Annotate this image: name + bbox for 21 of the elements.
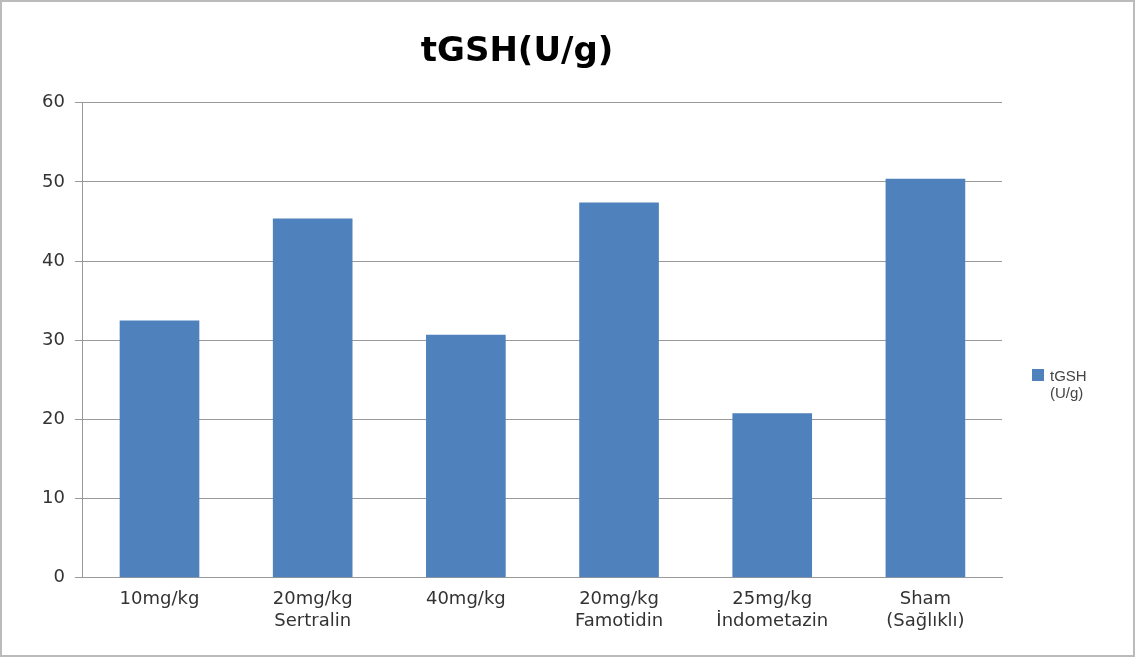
y-tick-label: 60 [42,90,65,112]
y-tick-label: 20 [42,407,65,429]
bar [579,202,659,578]
x-tick-label: 25mg/kg İndometazin [716,587,829,630]
bar [885,178,966,578]
x-tick-label: 20mg/kg Famotidin [574,587,664,630]
x-tick-label: 10mg/kg [119,587,200,609]
chart-title: tGSH(U/g) [420,29,614,70]
y-tick-label: 0 [53,565,65,587]
y-tick-label: 30 [42,327,65,349]
x-tick-label: Sham (Sağlıklı) [886,587,965,630]
x-tick-label: 40mg/kg [425,587,506,609]
bar [426,334,506,578]
bar [732,413,813,578]
bar [119,320,200,578]
x-tick-label: 20mg/kg Sertralin [272,587,353,630]
bar [272,218,353,578]
y-tick-label: 50 [42,169,65,191]
y-tick-label: 10 [42,486,65,508]
y-tick-label: 40 [42,248,65,270]
legend-label: tGSH (U/g) [1050,367,1088,401]
